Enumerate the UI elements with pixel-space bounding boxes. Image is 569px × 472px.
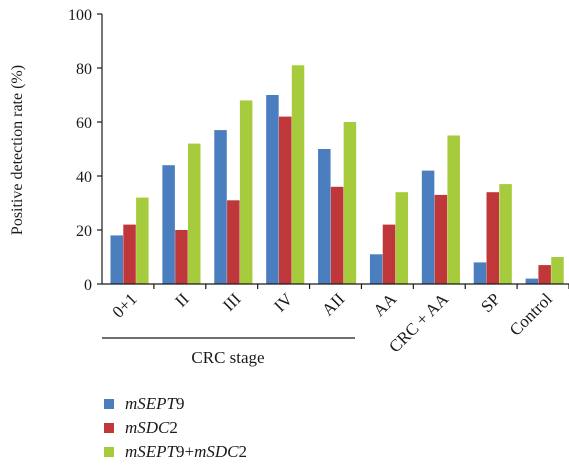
crc-stage-label: CRC stage — [191, 348, 264, 367]
x-tick-label: IV — [270, 289, 297, 316]
bar-mSDC2-SP — [486, 192, 500, 284]
bar-mSEPT9+mSDC2-AII — [343, 122, 357, 284]
legend-label-part: mSEPT — [125, 394, 176, 413]
y-tick-label: 80 — [76, 61, 92, 78]
bar-mSEPT9+mSDC2-AA — [395, 192, 409, 284]
legend-label-part: 9+ — [176, 442, 195, 461]
legend-label-part: 9 — [176, 394, 185, 413]
bar-mSEPT9-AII — [318, 149, 331, 284]
y-tick-label: 0 — [84, 277, 92, 294]
bar-mSDC2-AA — [382, 224, 396, 284]
bar-mSDC2-II — [175, 230, 188, 284]
bar-mSEPT9-01 — [110, 235, 123, 284]
legend-label-part: mSEPT — [125, 442, 176, 461]
legend-swatch — [104, 399, 114, 409]
legend: mSEPT9 mSDC2 mSEPT9+mSDC2 — [104, 392, 247, 464]
y-tick-label: 100 — [68, 7, 92, 24]
legend-swatch — [104, 423, 114, 433]
y-ticks: 0 20 40 60 80 100 — [68, 7, 102, 294]
bar-mSEPT9+mSDC2-IV — [291, 65, 305, 284]
legend-label-part: 2 — [238, 442, 248, 461]
legend-label: mSEPT9 — [125, 394, 185, 414]
bar-mSEPT9+mSDC2-Control — [551, 257, 564, 284]
y-tick-label: 60 — [76, 115, 92, 132]
bars-group — [110, 65, 564, 285]
bar-mSEPT9+mSDC2-II — [187, 143, 201, 284]
bar-mSDC2-Control — [538, 265, 551, 284]
x-tick-label: II — [171, 289, 193, 311]
bar-mSEPT9-SP — [473, 262, 487, 284]
bar-mSEPT9-CRCAA — [421, 170, 435, 284]
bar-mSDC2-III — [227, 200, 240, 284]
bar-mSEPT9+mSDC2-III — [239, 100, 253, 285]
x-tick-label: AII — [318, 289, 348, 319]
bar-mSEPT9-AA — [369, 254, 383, 284]
bar-mSDC2-IV — [278, 116, 292, 284]
legend-item: mSDC2 — [104, 416, 247, 440]
legend-label: mSDC2 — [125, 418, 178, 438]
bar-mSEPT9+mSDC2-SP — [499, 184, 512, 284]
y-tick-label: 40 — [76, 169, 92, 186]
bar-mSEPT9-III — [214, 130, 227, 284]
bar-mSDC2-AII — [330, 186, 344, 284]
y-axis-label: Positive detection rate (%) — [9, 65, 26, 235]
x-tick-label: III — [219, 289, 245, 315]
x-tick-label: SP — [477, 289, 504, 316]
bar-mSEPT9-Control — [525, 278, 539, 284]
bar-mSDC2-CRCAA — [434, 194, 448, 284]
x-tick-label: 0+1 — [109, 289, 141, 321]
legend-item: mSEPT9 — [104, 392, 247, 416]
y-tick-label: 20 — [76, 223, 92, 240]
legend-label: mSEPT9+mSDC2 — [125, 442, 247, 462]
legend-label-part: mSDC — [194, 442, 239, 461]
legend-swatch — [104, 447, 114, 457]
bar-mSEPT9+mSDC2-01 — [136, 197, 149, 284]
bar-mSEPT9+mSDC2-CRCAA — [447, 135, 460, 284]
legend-label-part: 2 — [169, 418, 178, 437]
x-tick-label: AA — [369, 289, 400, 320]
bar-mSEPT9-IV — [266, 95, 279, 284]
bar-mSDC2-01 — [123, 224, 136, 284]
bar-mSEPT9-II — [162, 165, 175, 284]
legend-item: mSEPT9+mSDC2 — [104, 440, 247, 464]
legend-label-part: mSDC — [125, 418, 170, 437]
x-tick-label: Control — [506, 289, 556, 339]
